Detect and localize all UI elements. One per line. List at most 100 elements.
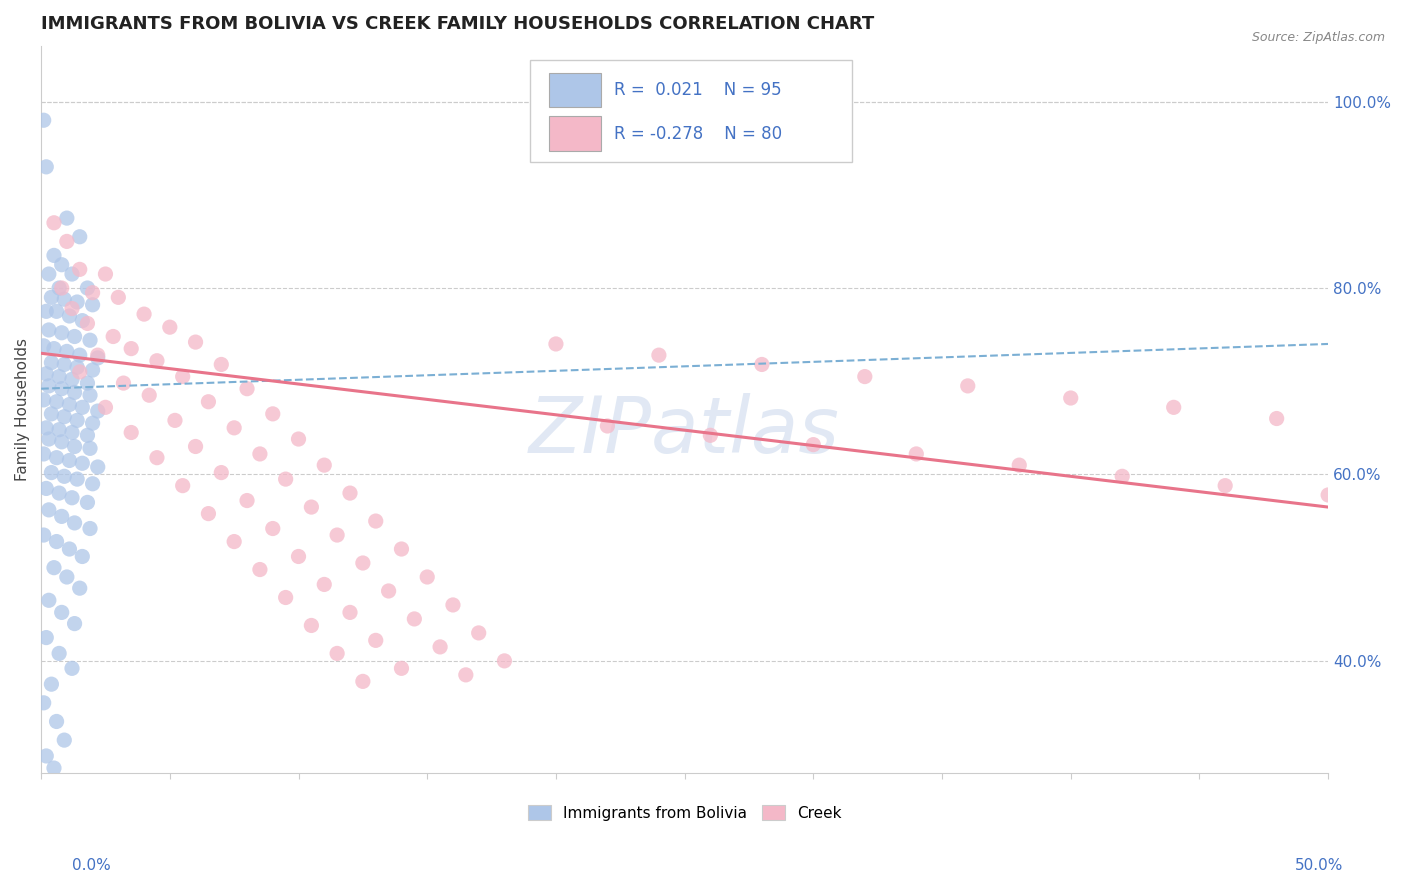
Point [596, 419, 619, 434]
Point [339, 486, 361, 500]
Point [274, 472, 297, 486]
Point [63, 616, 86, 631]
Point [87, 351, 110, 365]
Point [32, 392, 55, 407]
Point [32, 696, 55, 710]
Point [51, 606, 73, 620]
Point [416, 570, 439, 584]
Point [60, 301, 83, 316]
Text: Source: ZipAtlas.com: Source: ZipAtlas.com [1251, 31, 1385, 45]
Point [648, 348, 671, 362]
Point [79, 522, 101, 536]
Point [32, 528, 55, 542]
Point [79, 333, 101, 347]
Point [42, 761, 65, 775]
Text: IMMIGRANTS FROM BOLIVIA VS CREEK FAMILY HOUSEHOLDS CORRELATION CHART: IMMIGRANTS FROM BOLIVIA VS CREEK FAMILY … [41, 15, 875, 33]
Point [236, 493, 259, 508]
Point [172, 369, 194, 384]
Point [138, 388, 160, 402]
FancyBboxPatch shape [530, 60, 852, 162]
Point [172, 478, 194, 492]
Point [48, 369, 70, 384]
Point [377, 584, 399, 599]
Point [184, 440, 207, 454]
Point [63, 385, 86, 400]
Legend: Immigrants from Bolivia, Creek: Immigrants from Bolivia, Creek [522, 798, 848, 827]
Text: R = -0.278    N = 80: R = -0.278 N = 80 [614, 125, 782, 143]
Point [42, 216, 65, 230]
Point [58, 453, 80, 467]
FancyBboxPatch shape [550, 72, 600, 107]
Point [1265, 411, 1288, 425]
Point [853, 369, 876, 384]
Point [56, 235, 79, 249]
Point [209, 466, 232, 480]
Point [287, 432, 309, 446]
Point [352, 556, 374, 570]
Point [72, 456, 94, 470]
Point [38, 379, 60, 393]
Point [454, 668, 477, 682]
Point [339, 606, 361, 620]
Point [132, 307, 155, 321]
Point [87, 460, 110, 475]
Point [364, 514, 387, 528]
Point [956, 379, 979, 393]
Point [146, 353, 169, 368]
Point [38, 593, 60, 607]
Point [45, 394, 67, 409]
Point [76, 495, 98, 509]
Point [544, 337, 567, 351]
Point [364, 633, 387, 648]
Point [262, 522, 284, 536]
Point [66, 413, 89, 427]
Point [82, 298, 104, 312]
Point [60, 372, 83, 386]
Point [146, 450, 169, 465]
Point [79, 442, 101, 456]
Point [82, 285, 104, 300]
Point [1060, 391, 1083, 405]
Point [209, 358, 232, 372]
Point [38, 323, 60, 337]
Point [63, 329, 86, 343]
Point [82, 363, 104, 377]
Point [58, 398, 80, 412]
Point [699, 428, 721, 442]
Point [48, 647, 70, 661]
Point [76, 281, 98, 295]
Point [63, 516, 86, 530]
Point [53, 733, 76, 747]
Point [287, 549, 309, 564]
Point [51, 326, 73, 340]
Point [32, 339, 55, 353]
Text: 50.0%: 50.0% [1295, 858, 1343, 872]
Point [56, 570, 79, 584]
Point [48, 423, 70, 437]
Point [224, 421, 246, 435]
Point [326, 647, 349, 661]
Point [69, 348, 91, 362]
Point [197, 394, 219, 409]
Point [76, 428, 98, 442]
Point [163, 413, 186, 427]
Point [35, 421, 58, 435]
Y-axis label: Family Households: Family Households [15, 338, 30, 481]
Point [314, 577, 336, 591]
Point [94, 401, 117, 415]
Point [35, 482, 58, 496]
Point [1163, 401, 1185, 415]
Point [299, 500, 322, 514]
Point [391, 661, 413, 675]
Point [66, 360, 89, 375]
Point [87, 404, 110, 418]
Point [72, 549, 94, 564]
Point [53, 469, 76, 483]
Point [467, 626, 489, 640]
Point [274, 591, 297, 605]
FancyBboxPatch shape [550, 116, 600, 151]
Point [120, 342, 142, 356]
Point [905, 447, 928, 461]
Point [53, 409, 76, 424]
Point [494, 654, 516, 668]
